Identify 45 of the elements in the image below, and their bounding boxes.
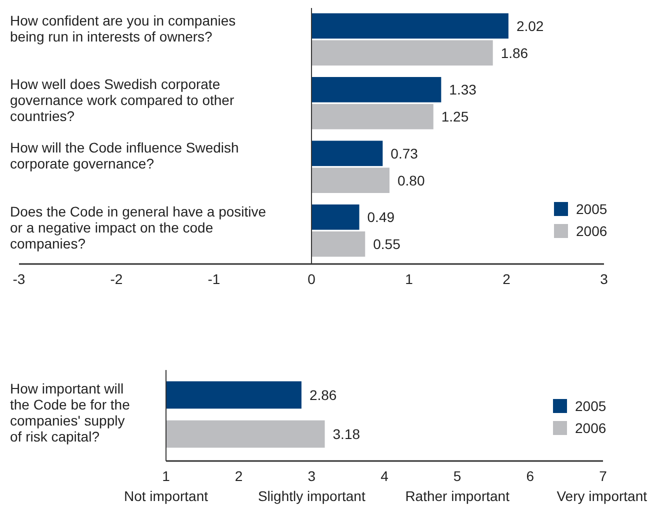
data-label: 2.02 [516, 18, 544, 34]
data-label: 1.25 [441, 108, 469, 125]
y-tick-label: How will the Code influence Swedish corporate governance? [10, 140, 239, 172]
x-tick-label: 1 [405, 271, 414, 287]
data-label: 0.80 [398, 172, 425, 188]
y-tick-label: How confident are you in companies being run in interests of owners? [10, 12, 236, 44]
x-tick-label: 7 [599, 468, 608, 484]
text: Rather important [405, 488, 510, 504]
x-tick-label: 0 [308, 271, 316, 287]
bar [312, 204, 360, 230]
x-tick-label: 4 [380, 468, 389, 484]
bar [312, 231, 366, 257]
bar [312, 40, 493, 66]
legend-label: 2005 [576, 201, 608, 217]
x-tick-label: -2 [110, 271, 123, 287]
bar [312, 104, 434, 130]
data-label: 3.18 [332, 426, 360, 442]
bar [312, 77, 442, 102]
legend-label: 2005 [575, 398, 606, 414]
data-label: 1.86 [500, 44, 528, 61]
text: Very important [556, 488, 648, 504]
x-tick-label: -1 [208, 271, 220, 287]
y-tick-label: How important will the Code be for the companies' supply of risk capital? [10, 380, 130, 444]
legend-label: 2006 [576, 223, 608, 239]
bar [312, 140, 383, 166]
data-label: 2.86 [309, 386, 337, 403]
x-tick-label: 3 [308, 468, 316, 484]
x-tick-label: 2 [502, 271, 511, 287]
x-tick-label: 6 [526, 468, 534, 484]
data-label: 1.33 [449, 82, 477, 98]
text: Not important [124, 488, 208, 504]
bar [312, 168, 390, 193]
y-tick-label: Does the Code in general have a positive or a negative impact on the code companies? [10, 203, 266, 252]
data-label: 0.49 [367, 209, 395, 226]
x-tick-label: 5 [453, 468, 462, 484]
text: Slightly important [258, 488, 366, 504]
data-label: 0.73 [390, 145, 418, 162]
x-tick-label: 3 [600, 271, 608, 287]
data-label: 0.55 [373, 236, 401, 252]
x-tick-label: 1 [162, 468, 170, 484]
y-tick-label: How well does Swedish corporate governance work compared to other countries? [10, 76, 234, 124]
bar [312, 13, 508, 39]
legend-label: 2006 [575, 420, 606, 436]
x-tick-label: 2 [234, 468, 243, 484]
x-tick-label: -3 [12, 271, 26, 287]
